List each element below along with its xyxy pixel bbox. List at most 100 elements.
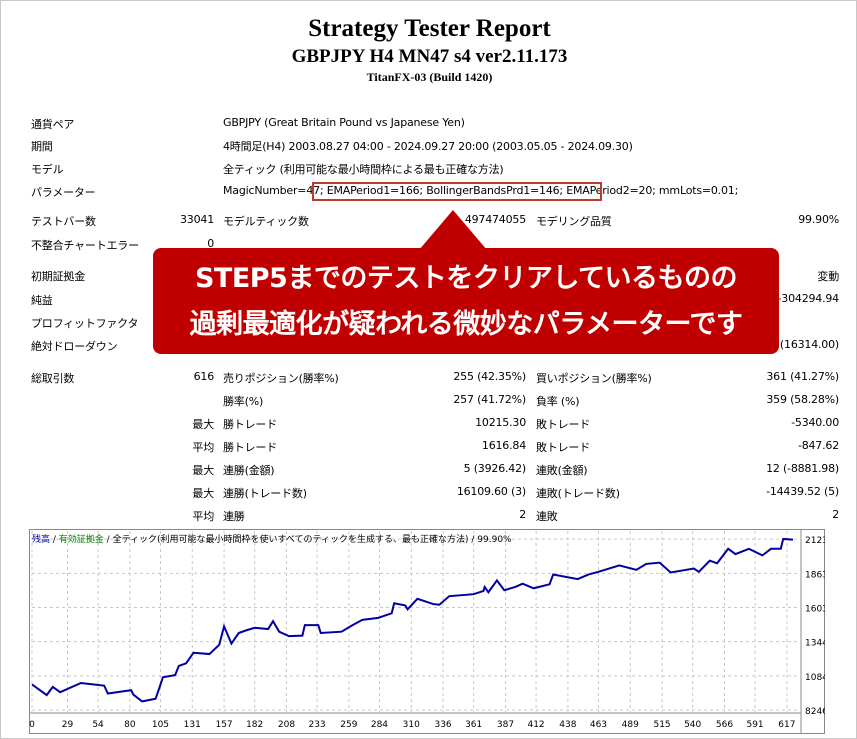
callout-line-2: 過剰最適化が疑われる微妙なパラメーターです [189,309,743,340]
x-tick-label: 54 [92,720,104,730]
stat-label: 連勝 [223,510,245,523]
stat-prefix: 最大 [192,418,214,431]
parameter-highlight-box [312,182,602,201]
legend-sep: / [469,535,478,545]
summary-value: 変動 [817,270,839,283]
stat-value: 361 (41.27%) [766,370,839,383]
info-label: 期間 [31,140,53,153]
stat-value: 257 (41.72%) [453,393,526,406]
stat-value: -5340.00 [791,416,839,429]
x-tick-label: 0 [29,720,35,730]
x-tick-label: 105 [152,720,169,730]
stat-value: 255 (42.35%) [453,370,526,383]
stat-label: 売りポジション(勝率%) [223,372,339,385]
x-tick-label: 157 [215,720,232,730]
stat-value: -847.62 [797,439,839,452]
stat-value: 359 (58.28%) [766,393,839,406]
x-tick-label: 617 [778,720,795,730]
stat-prefix: 最大 [192,464,214,477]
stat-value: -14439.52 (5) [766,485,839,498]
bars-value: 33041 [180,213,214,226]
x-tick-label: 182 [246,720,263,730]
stat-label: 勝トレード [223,441,277,454]
param-value-post: mmLots=0.01; [658,184,739,197]
legend-balance: 残高 [32,533,50,545]
stat-label: 連勝(金額) [223,464,275,477]
x-tick-label: 540 [684,720,701,730]
callout-line-1: STEP5までのテストをクリアしているものの [194,263,738,294]
stat-label: 買いポジション(勝率%) [536,372,652,385]
bars-label: テストバー数 [31,215,96,228]
stat-value: 10215.30 [475,416,526,429]
x-tick-label: 591 [746,720,763,730]
stat-label: 勝トレード [223,418,277,431]
info-value: 全ティック (利用可能な最小時間枠による最も正確な方法) [223,163,504,176]
summary-label: 初期証拠金 [31,270,85,283]
balance-line [31,537,794,703]
stat-label: 敗トレード [536,441,590,454]
info-label: 通貨ペア [31,118,75,131]
stat-value: 5 (3926.42) [463,462,527,475]
legend-sep: / [50,535,59,545]
legend-model: 全ティック(利用可能な最小時間枠を使いすべてのティックを生成する、最も正確な方法… [113,533,469,545]
stat-value: 2 [519,508,526,521]
stat-prefix: 平均 [192,510,214,523]
x-tick-label: 438 [559,720,576,730]
summary-value: -304294.94 [777,292,840,305]
x-tick-label: 310 [403,720,420,730]
summary-label: 純益 [31,294,53,307]
x-tick-label: 566 [716,720,733,730]
x-tick-label: 387 [497,720,514,730]
info-value: 4時間足(H4) 2003.08.27 04:00 - 2024.09.27 2… [223,140,633,153]
info-label: パラメーター [31,186,96,199]
x-tick-label: 208 [278,720,295,730]
y-tick-label: 186355 [805,570,825,580]
stat-label: 負率 (%) [536,395,580,408]
summary-label: プロフィットファクタ [31,317,139,330]
errors-label: 不整合チャートエラー [31,239,139,252]
callout-banner: STEP5までのテストをクリアしているものの 過剰最適化が疑われる微妙なパラメー… [153,248,779,354]
x-tick-label: 80 [124,720,136,730]
y-tick-label: 134411 [805,639,825,649]
x-tick-label: 463 [590,720,607,730]
x-tick-label: 284 [371,720,388,730]
chart-frame [29,529,825,734]
stat-label: 勝率(%) [223,395,264,408]
x-tick-label: 29 [62,720,74,730]
ticks-label: モデルティック数 [223,215,309,228]
y-tick-label: 160383 [805,605,825,615]
x-tick-label: 361 [465,720,482,730]
quality-value: 99.90% [798,213,839,226]
param-value-highlight: EMAPeriod1=166; BollingerBandsPrd1=146; … [326,184,656,197]
quality-label: モデリング品質 [536,215,612,228]
y-tick-label: 82468 [805,707,825,717]
y-tick-label: 212326 [805,536,825,546]
summary-label: 絶対ドローダウン [31,340,118,353]
report-title: Strategy Tester Report [308,15,551,42]
param-value-pre: MagicNumber=47; [223,184,324,197]
y-tick-label: 108440 [805,673,825,683]
stat-value: 16109.60 (3) [456,485,526,498]
stat-value: 12 (-8881.98) [766,462,839,475]
balance-chart: 82468 108440 134411 160383 186355 212326 0 29 54… [29,529,825,734]
stat-label: 連敗(トレード数) [536,487,620,500]
stat-value: 1616.84 [481,439,526,452]
stat-prefix: 最大 [192,487,214,500]
legend-equity: 有効証拠金 [59,533,104,545]
legend-sep: / [104,535,113,545]
parameters-value: MagicNumber=47; EMAPeriod1=166; Bollinge… [223,184,738,197]
total-trades-value: 616 [193,370,215,383]
report-server: TitanFX-03 (Build 1420) [366,70,493,84]
info-value: GBPJPY (Great Britain Pound vs Japanese … [223,116,465,129]
x-tick-label: 131 [184,720,201,730]
stat-prefix: 平均 [192,441,214,454]
chart-legend: 残高 / 有効証拠金 / 全ティック(利用可能な最小時間枠を使いすべてのティック… [32,533,512,545]
stat-label: 敗トレード [536,418,590,431]
callout-pointer [419,210,487,250]
x-tick-label: 412 [527,720,544,730]
total-trades-label: 総取引数 [31,372,75,385]
x-tick-label: 515 [653,720,670,730]
x-tick-label: 336 [434,720,451,730]
stat-label: 連勝(トレード数) [223,487,307,500]
